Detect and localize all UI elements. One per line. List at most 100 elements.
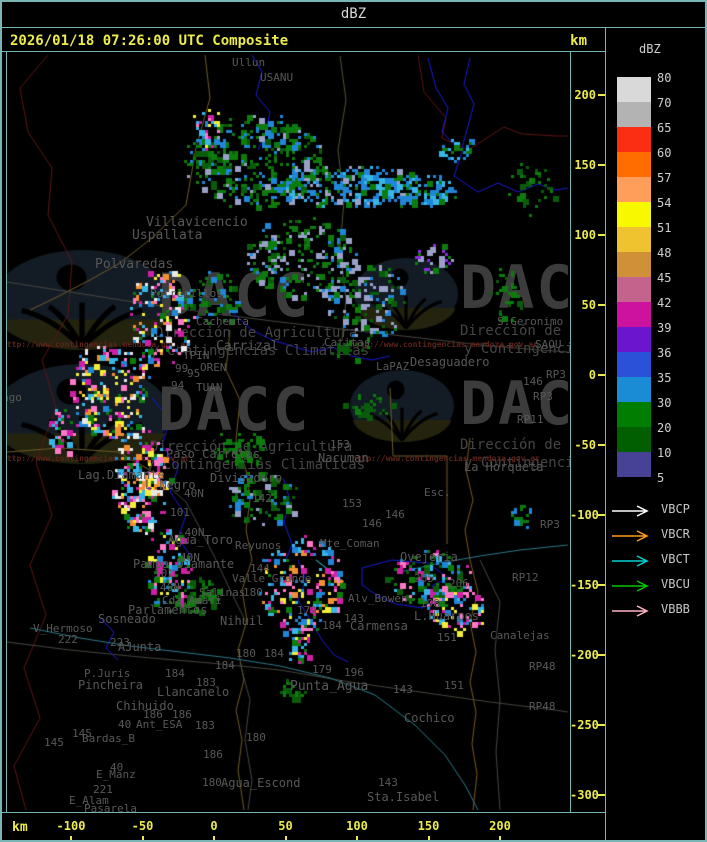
map-label: 221 [93, 783, 113, 796]
map-label: 40 [110, 761, 124, 774]
scale-block [617, 352, 651, 377]
map-label: E_Manz [96, 768, 136, 781]
map-label: 151 [444, 679, 464, 692]
y-axis-tick-label: -100 [570, 508, 599, 522]
map-label: Agua_Toro [168, 533, 234, 547]
scale-block [617, 127, 651, 152]
map-label: RP48 [529, 660, 556, 673]
map-label: RP11 [517, 413, 544, 426]
map-label: Sosneado [98, 612, 156, 626]
map-label: Divisadero [210, 471, 283, 485]
x-axis-tick-label: -100 [56, 819, 86, 833]
map-label: Potrerillos [150, 287, 223, 300]
timestamp-label: 2026/01/18 07:26:00 UTC Composite [10, 33, 289, 49]
map-label: 146 [362, 517, 382, 530]
scale-level-label: 60 [657, 146, 672, 160]
map-label: Reyunos [235, 539, 282, 552]
map-label: Lag.Diamante [78, 468, 165, 482]
radar-map[interactable]: DACCDirección de Agriculturay Contingenc… [7, 52, 570, 812]
frame-map-top [0, 51, 605, 52]
map-label: 180 [243, 586, 263, 599]
vector-label: VBCU [661, 577, 690, 591]
map-label: Carrizal [216, 339, 279, 354]
km-unit-label: km [570, 33, 587, 49]
vector-label: VBBB [661, 602, 690, 616]
frame-map-bottom [0, 812, 605, 813]
scale-level-label: 42 [657, 296, 672, 310]
map-label: Pasarela [84, 802, 137, 812]
title-bar: dBZ [0, 0, 707, 28]
map-label: Agua_Escond [221, 776, 301, 790]
header-row: 2026/01/18 07:26:00 UTC Composite km [0, 28, 605, 52]
map-label: Mte_Coman [320, 537, 380, 550]
map-label: P.Juris [84, 667, 131, 680]
y-axis-tick-label: 150 [574, 158, 596, 172]
map-label: 186 [203, 748, 223, 761]
map-label: 179 [297, 604, 317, 617]
y-axis-tick-mark [598, 304, 606, 306]
y-axis-tick-label: -150 [570, 578, 599, 592]
y-axis-tick-mark [598, 514, 606, 516]
map-label: RP3 [533, 390, 553, 403]
frame-border-left [0, 0, 2, 842]
scale-level-label: 36 [657, 346, 672, 360]
map-label: TUAN [196, 381, 223, 394]
frame-border-right [705, 0, 707, 842]
scale-level-label: 80 [657, 71, 672, 85]
scale-block [617, 302, 651, 327]
map-label: Paso Carretas [166, 447, 260, 461]
x-axis-unit: km [12, 820, 28, 835]
map-label: 205 [414, 572, 434, 585]
map-label: 206 [449, 577, 469, 590]
map-label: Sta.Isabel [367, 790, 440, 804]
map-label: Canalejas [490, 629, 550, 642]
map-label: Pampa_Diamante [133, 557, 235, 571]
scale-block [617, 377, 651, 402]
map-label: Pincheira [78, 678, 144, 692]
map-label: 183 [196, 676, 216, 689]
y-axis-tick-label: 50 [581, 298, 596, 312]
x-axis-tick-label: 150 [417, 819, 440, 833]
scale-title: dBZ [639, 42, 661, 56]
map-label: USANU [260, 71, 294, 84]
y-axis: 200 150 100 50 0 -50 -100 -150 -200 -250 -300 [570, 52, 606, 812]
x-axis-tick-label: -50 [131, 819, 154, 833]
x-axis-tick-label: 100 [346, 819, 368, 833]
scale-level-label: 54 [657, 196, 672, 210]
map-label: 186 [172, 708, 192, 721]
scale-level-label: 70 [657, 96, 672, 110]
map-label: 196 [344, 666, 364, 679]
scale-level-label: 30 [657, 396, 672, 410]
map-label: 223 [110, 636, 130, 649]
vector-arrow-icon [612, 555, 649, 567]
y-axis-tick-mark [598, 724, 606, 726]
scale-level-label: 20 [657, 421, 672, 435]
map-label: Bardas_B [82, 732, 135, 745]
map-label: V_Hermoso [33, 622, 93, 635]
map-label: 142 [252, 492, 272, 505]
map-label: 40N [184, 487, 204, 500]
scale-level-label: 48 [657, 246, 672, 260]
map-label: 180 [246, 731, 266, 744]
scale-level-label: 35 [657, 371, 672, 385]
map-label: Ant_ESA [136, 718, 183, 731]
map-label: RP12 [512, 571, 539, 584]
map-label: 145 [44, 736, 64, 749]
legend-row: VBCU [611, 577, 690, 592]
y-axis-tick-label: -300 [570, 788, 599, 802]
map-label: Ovejeria [400, 550, 458, 564]
scale-level-label: 39 [657, 321, 672, 335]
map-label: Chihuido [116, 699, 174, 713]
map-label: Desaguadero [410, 355, 490, 369]
map-label: 146 [523, 375, 543, 388]
vector-arrow-icon [612, 605, 649, 617]
scale-block [617, 452, 651, 477]
scale-block [617, 252, 651, 277]
map-label: Cacheuta [196, 315, 249, 328]
map-label: La Horqueta [464, 460, 544, 474]
scale-panel: dBZ 80 70 65 60 57 54 51 48 45 42 39 36 35 30 20 10 5 VB… [605, 28, 707, 842]
legend-row: VBBB [611, 602, 690, 617]
x-axis-tick-label: 200 [489, 819, 511, 833]
map-label: 146 [385, 508, 405, 521]
